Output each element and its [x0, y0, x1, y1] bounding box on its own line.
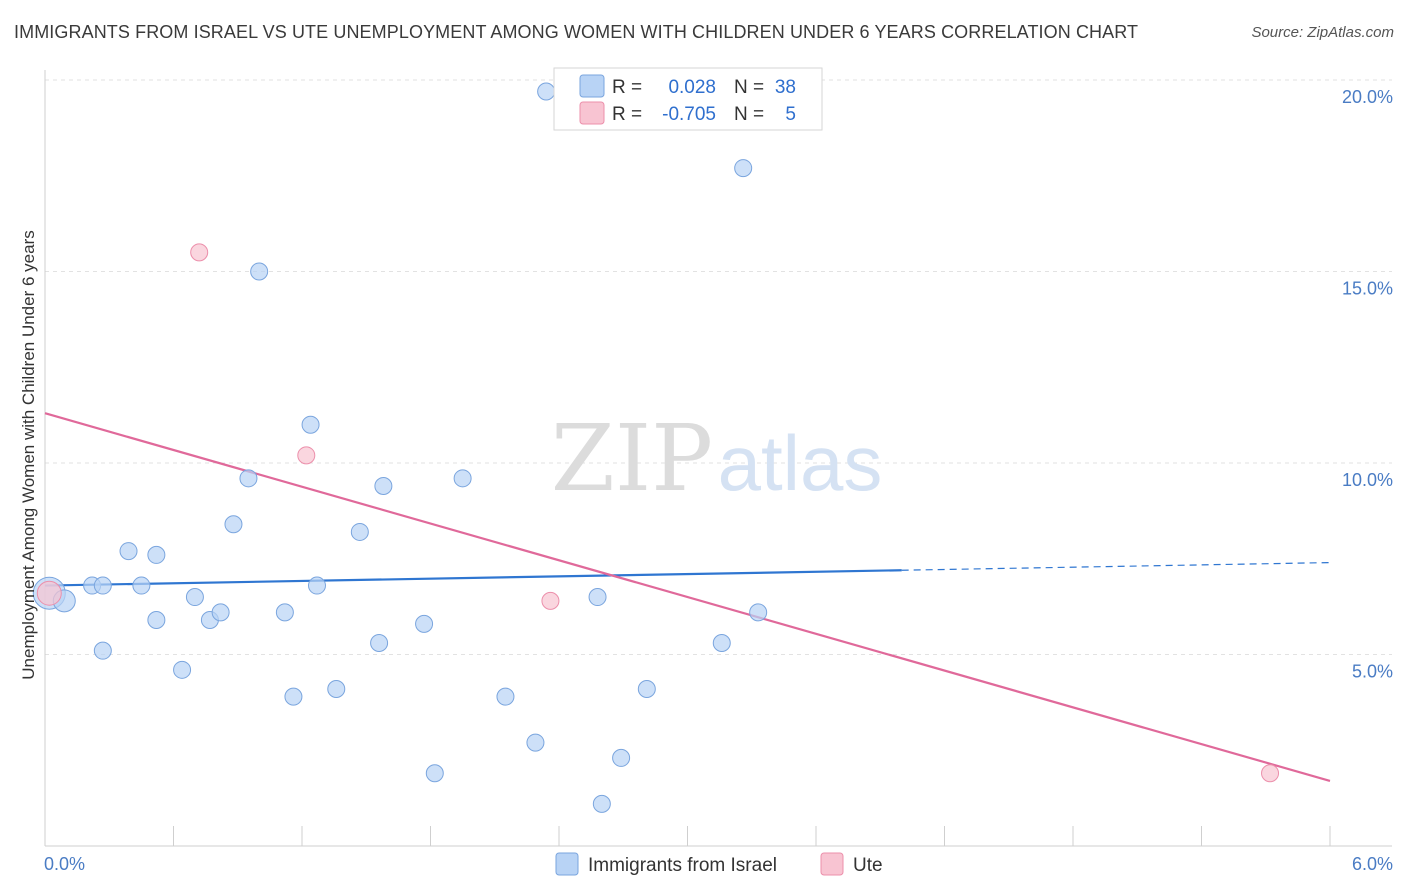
data-point-israel — [132, 576, 151, 595]
data-point-israel — [453, 469, 472, 488]
data-point-ute — [1261, 764, 1280, 783]
gridlines — [45, 79, 1392, 655]
data-point-israel — [327, 679, 346, 698]
data-point-israel — [734, 159, 753, 178]
data-point-israel — [239, 469, 258, 488]
y-axis-label: Unemployment Among Women with Children U… — [19, 230, 38, 679]
data-point-israel — [173, 660, 192, 679]
data-point-israel — [275, 603, 294, 622]
chart-title: IMMIGRANTS FROM ISRAEL VS UTE UNEMPLOYME… — [14, 22, 1139, 42]
data-point-israel — [119, 542, 138, 561]
data-point-israel — [147, 545, 166, 564]
data-point-israel — [301, 415, 320, 434]
legend: R = 0.028 N = 38 R = -0.705 N = 5 — [553, 67, 823, 131]
data-point-israel — [415, 614, 434, 633]
data-point-israel — [370, 634, 389, 653]
legend-n-value-israel: 38 — [775, 77, 796, 98]
data-point-israel — [147, 611, 166, 630]
legend-r-value-israel: 0.028 — [668, 77, 716, 98]
bottom-legend-swatch-ute — [820, 852, 844, 876]
data-point-israel — [185, 588, 204, 607]
legend-swatch-israel — [579, 74, 605, 98]
bottom-legend-label-israel: Immigrants from Israel — [588, 855, 777, 876]
data-point-israel — [284, 687, 303, 706]
y-tick-label: 10.0% — [1342, 470, 1393, 490]
trend-line-ute — [44, 412, 1331, 782]
data-point-israel — [537, 82, 556, 101]
bottom-legend-label-ute: Ute — [853, 855, 883, 876]
y-tick-label: 20.0% — [1342, 87, 1393, 107]
data-point-israel — [425, 764, 444, 783]
data-point-israel — [637, 679, 656, 698]
data-point-israel — [250, 262, 269, 281]
data-points — [32, 82, 1280, 813]
trend-line-israel-extension — [901, 561, 1331, 571]
trend-lines — [44, 412, 1331, 782]
data-point-ute — [297, 446, 316, 465]
data-point-israel — [224, 515, 243, 534]
trend-line-israel — [44, 569, 902, 587]
legend-r-label-israel: R = — [612, 77, 642, 98]
data-point-israel — [211, 603, 230, 622]
x-tick-label: 0.0% — [44, 854, 85, 874]
data-point-israel — [374, 476, 393, 495]
data-point-ute — [36, 580, 62, 606]
bottom-legend: Immigrants from Israel Ute — [555, 852, 883, 876]
data-point-israel — [350, 522, 369, 541]
source-label: Source: ZipAtlas.com — [1251, 24, 1394, 41]
axes — [44, 70, 1392, 847]
legend-n-value-ute: 5 — [785, 104, 796, 125]
watermark-zip: ZIP — [551, 405, 713, 512]
legend-n-label-israel: N = — [734, 77, 764, 98]
watermark-atlas: atlas — [718, 419, 883, 507]
data-point-israel — [526, 733, 545, 752]
y-tick-label: 5.0% — [1352, 662, 1393, 682]
y-tick-label: 15.0% — [1342, 279, 1393, 299]
data-point-ute — [541, 591, 560, 610]
data-point-israel — [93, 576, 112, 595]
data-point-israel — [93, 641, 112, 660]
data-point-israel — [588, 588, 607, 607]
bottom-legend-swatch-israel — [555, 852, 579, 876]
data-point-israel — [592, 794, 611, 813]
legend-r-value-ute: -0.705 — [662, 104, 716, 125]
watermark: ZIP atlas — [551, 405, 882, 512]
legend-r-label-ute: R = — [612, 104, 642, 125]
data-point-israel — [749, 603, 768, 622]
data-point-israel — [496, 687, 515, 706]
legend-swatch-ute — [579, 101, 605, 125]
data-point-israel — [712, 634, 731, 653]
x-tick-label: 6.0% — [1352, 854, 1393, 874]
data-point-ute — [190, 243, 209, 262]
data-point-israel — [612, 748, 631, 767]
data-point-israel — [307, 576, 326, 595]
legend-n-label-ute: N = — [734, 104, 764, 125]
ticks: 5.0% 10.0% 15.0% 20.0% 0.0% 6.0% — [44, 87, 1393, 874]
